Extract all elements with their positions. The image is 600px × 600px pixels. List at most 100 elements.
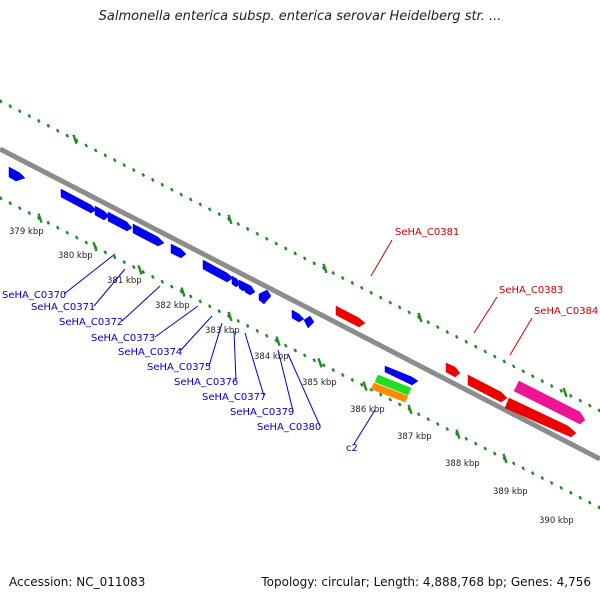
- label-leader-lines: [63, 239, 533, 445]
- tick-mark: [112, 255, 117, 260]
- tick-mark: [264, 333, 269, 338]
- gene-label[interactable]: SeHA_C0373: [91, 333, 155, 344]
- tick-mark: [521, 466, 526, 471]
- gene-label[interactable]: SeHA_C0380: [257, 422, 321, 433]
- tick-mark: [8, 104, 13, 109]
- tick-mark: [369, 387, 374, 392]
- tick-mark: [198, 202, 203, 207]
- tick-mark: [464, 339, 469, 344]
- gene-feature[interactable]: [258, 289, 272, 305]
- tick-mark: [321, 363, 326, 368]
- gene-feature[interactable]: [370, 382, 409, 403]
- gene-feature[interactable]: [244, 282, 256, 296]
- tick-mark: [511, 461, 516, 466]
- backbone-line: [0, 146, 600, 462]
- gene-feature[interactable]: [8, 166, 26, 182]
- tick-mark: [141, 172, 146, 177]
- gene-feature[interactable]: [132, 223, 165, 247]
- tick-mark: [245, 323, 250, 328]
- gene-feature[interactable]: [504, 397, 577, 438]
- gene-label[interactable]: SeHA_C0376: [174, 377, 238, 388]
- tick-mark: [103, 153, 108, 158]
- tick-mark: [245, 226, 250, 231]
- tick-mark: [397, 305, 402, 310]
- gene-label[interactable]: SeHA_C0372: [59, 317, 123, 328]
- tick-mark: [27, 210, 32, 216]
- gene-feature[interactable]: [335, 305, 366, 328]
- major-tick: [37, 213, 43, 224]
- tick-mark: [217, 309, 222, 314]
- tick-mark: [122, 260, 127, 265]
- gene-feature[interactable]: [107, 211, 133, 232]
- gene-label[interactable]: SeHA_C0381: [395, 227, 459, 238]
- tick-mark: [207, 207, 212, 212]
- tick-mark: [549, 480, 554, 486]
- gene-label[interactable]: SeHA_C0371: [31, 302, 95, 313]
- gene-label[interactable]: SeHA_C0379: [230, 407, 294, 418]
- tick-mark: [150, 274, 155, 279]
- tick-mark: [131, 167, 136, 173]
- gene-label[interactable]: SeHA_C0383: [499, 285, 563, 296]
- gene-feature[interactable]: [303, 315, 315, 329]
- tick-mark: [131, 264, 136, 270]
- leader-line: [353, 409, 376, 445]
- tick-mark: [378, 295, 383, 300]
- tick-mark: [160, 182, 165, 187]
- gene-feature[interactable]: [231, 275, 241, 288]
- gene-label[interactable]: c2: [346, 443, 358, 454]
- tick-mark: [122, 163, 127, 168]
- gene-feature[interactable]: [202, 259, 234, 283]
- tick-mark: [141, 269, 146, 274]
- tick-mark: [359, 382, 364, 387]
- major-tick: [322, 263, 328, 274]
- gene-label[interactable]: SeHA_C0375: [147, 362, 211, 373]
- gene-feature[interactable]: [374, 374, 412, 396]
- gene-feature[interactable]: [60, 188, 97, 214]
- gene-feature[interactable]: [384, 365, 419, 386]
- gene-label[interactable]: SeHA_C0377: [202, 392, 266, 403]
- tick-mark: [293, 348, 298, 353]
- gene-feature[interactable]: [291, 309, 305, 323]
- gene-label[interactable]: SeHA_C0384: [534, 306, 598, 317]
- scale-label: 386 kbp: [350, 405, 385, 415]
- tick-mark: [84, 240, 89, 245]
- gene-feature[interactable]: [467, 374, 508, 403]
- gene-features: [8, 166, 586, 438]
- tick-mark: [283, 246, 288, 251]
- tick-mark: [473, 344, 478, 349]
- tick-mark: [198, 299, 203, 304]
- tick-mark: [340, 372, 345, 378]
- tick-mark: [578, 495, 583, 500]
- leader-line: [233, 330, 237, 382]
- gene-label[interactable]: SeHA_C0370: [2, 290, 66, 301]
- tick-mark: [435, 422, 440, 427]
- tick-mark: [340, 275, 345, 281]
- tick-mark: [492, 354, 497, 359]
- major-tick: [362, 381, 368, 391]
- leader-line: [287, 353, 321, 427]
- gene-label[interactable]: SeHA_C0374: [118, 347, 182, 358]
- leader-line: [277, 349, 294, 412]
- gene-feature[interactable]: [445, 362, 461, 378]
- scale-label: 387 kbp: [397, 432, 432, 442]
- leader-line: [370, 239, 393, 277]
- tick-mark: [36, 118, 41, 123]
- gene-feature[interactable]: [94, 205, 110, 221]
- tick-mark: [264, 236, 269, 241]
- tick-mark: [179, 192, 184, 197]
- scale-label: 384 kbp: [254, 352, 289, 362]
- tick-mark: [8, 201, 13, 206]
- scale-label: 385 kbp: [302, 378, 337, 388]
- tick-mark: [397, 402, 402, 407]
- tick-mark: [302, 353, 307, 358]
- gene-feature[interactable]: [513, 380, 586, 425]
- scale-labels: 379 kbp 380 kbp 381 kbp 382 kbp 383 kbp 384 k…: [9, 227, 574, 526]
- tick-mark: [521, 369, 526, 374]
- tick-mark: [293, 251, 298, 256]
- tick-mark: [359, 285, 364, 290]
- major-tick: [227, 214, 233, 225]
- tick-mark: [530, 471, 535, 476]
- gene-feature[interactable]: [170, 243, 187, 259]
